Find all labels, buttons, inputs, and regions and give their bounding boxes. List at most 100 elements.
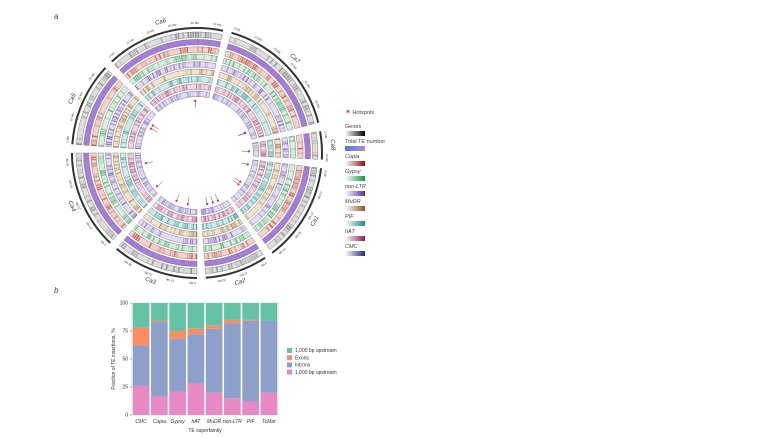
density-stripe (226, 91, 231, 98)
density-stripe (265, 55, 271, 61)
density-stripe (139, 200, 145, 205)
density-stripe (92, 173, 99, 176)
density-stripe (252, 244, 257, 251)
density-stripe (180, 214, 183, 221)
density-stripe (231, 86, 236, 92)
tick-label: 10 Mb (239, 271, 249, 278)
density-stripe (221, 211, 225, 217)
density-stripe (281, 206, 287, 211)
hotspot-marker (151, 124, 154, 127)
density-stripe (149, 188, 154, 193)
density-stripe (215, 86, 219, 93)
density-stripe (172, 266, 176, 272)
density-stripe (292, 202, 298, 207)
density-stripe (147, 94, 152, 99)
density-stripe (148, 74, 153, 81)
density-stripe (262, 194, 269, 199)
density-stripe (83, 156, 89, 159)
density-stripe (288, 108, 295, 113)
density-stripe (282, 113, 289, 117)
density-stripe (249, 188, 255, 192)
density-stripe (205, 223, 208, 230)
density-stripe (176, 56, 180, 62)
density-stripe (296, 210, 302, 215)
x-tick-label: CMC (135, 419, 147, 425)
density-stripe (129, 138, 135, 141)
density-stripe (240, 208, 245, 214)
density-stripe (97, 218, 103, 223)
density-stripe (203, 231, 205, 237)
density-stripe (160, 223, 164, 230)
density-stripe (95, 183, 102, 187)
density-stripe (304, 195, 310, 199)
density-stripe (230, 223, 234, 230)
density-stripe (148, 187, 154, 192)
density-stripe (196, 209, 197, 215)
density-stripe (229, 76, 233, 82)
y-tick-label: 100 (120, 301, 129, 307)
density-stripe (134, 243, 140, 249)
density-stripe (187, 39, 190, 46)
density-stripe (283, 228, 289, 234)
x-tick-label: non-LTR (223, 419, 242, 425)
density-stripe (87, 120, 94, 124)
density-stripe (286, 88, 292, 94)
density-stripe (288, 193, 295, 198)
density-stripe (307, 186, 313, 190)
density-stripe (133, 233, 138, 239)
density-stripe (121, 141, 127, 144)
hotspot-marker (175, 199, 178, 202)
density-stripe (207, 223, 209, 229)
density-stripe (217, 251, 221, 257)
density-stripe (304, 137, 310, 141)
density-stripe (146, 233, 151, 239)
density-stripe (171, 204, 175, 210)
density-stripe (280, 174, 286, 177)
density-stripe (129, 70, 135, 76)
density-stripe (141, 177, 147, 181)
density-stripe (111, 88, 117, 94)
density-stripe (252, 197, 258, 202)
density-stripe (203, 84, 206, 90)
density-stripe (125, 178, 131, 182)
density-stripe (228, 101, 233, 107)
density-stripe (242, 84, 247, 90)
density-stripe (219, 228, 223, 234)
density-stripe (108, 221, 115, 227)
density-stripe (267, 187, 273, 192)
density-stripe (227, 256, 231, 262)
density-stripe (227, 75, 232, 82)
density-stripe (229, 93, 233, 99)
density-stripe (134, 205, 139, 210)
density-stripe (257, 88, 263, 93)
density-stripe (139, 130, 145, 133)
density-stripe (275, 186, 282, 190)
density-stripe (140, 70, 146, 77)
tick-label: 20 Mb (273, 46, 282, 54)
density-stripe (158, 94, 163, 100)
legend-label: MuDR (345, 199, 361, 205)
te-density-track (127, 105, 151, 149)
density-stripe (256, 127, 262, 131)
density-stripe (107, 172, 114, 175)
density-stripe (281, 219, 287, 225)
density-stripe (134, 180, 141, 185)
density-stripe (165, 264, 169, 271)
density-stripe (187, 208, 189, 215)
density-stripe (163, 240, 167, 247)
density-stripe (185, 84, 188, 91)
te-density-track (261, 165, 310, 245)
density-stripe (260, 220, 265, 226)
density-stripe (206, 62, 209, 68)
density-stripe (184, 238, 187, 244)
density-stripe (266, 203, 272, 208)
density-stripe (153, 211, 158, 217)
density-stripe (132, 176, 138, 179)
density-stripe (301, 179, 308, 183)
density-stripe (143, 122, 149, 126)
density-stripe (280, 93, 286, 98)
density-stripe (261, 197, 267, 202)
density-stripe (219, 212, 222, 218)
density-stripe (117, 195, 123, 200)
density-stripe (120, 146, 127, 149)
